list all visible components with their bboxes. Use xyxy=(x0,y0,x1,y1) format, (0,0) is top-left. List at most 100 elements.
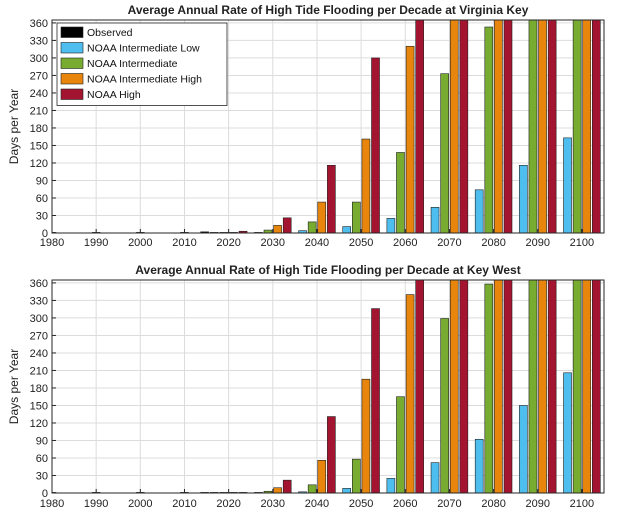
x-tick-label: 2040 xyxy=(305,498,329,510)
bar-noaa-intermediate-high-2030 xyxy=(273,487,282,493)
y-tick-label: 270 xyxy=(30,330,48,342)
y-tick-label: 30 xyxy=(36,210,48,222)
bars-group xyxy=(52,20,601,233)
legend-label: NOAA High xyxy=(87,89,141,101)
bar-noaa-intermediate-2060 xyxy=(396,396,405,493)
y-tick-label: 0 xyxy=(42,228,48,240)
legend-label: NOAA Intermediate xyxy=(87,58,178,70)
bar-noaa-high-2050 xyxy=(371,57,380,233)
bar-noaa-intermediate-high-2090 xyxy=(538,20,547,233)
legend-box xyxy=(56,22,228,106)
legend-swatch xyxy=(60,88,84,100)
chart-title: Average Annual Rate of High Tide Floodin… xyxy=(128,3,529,17)
bar-noaa-intermediate-high-2040 xyxy=(317,201,327,233)
bar-noaa-intermediate-2040 xyxy=(307,221,317,233)
x-tick-label: 2020 xyxy=(216,498,240,510)
bar-noaa-intermediate-low-2080 xyxy=(474,189,484,233)
bar-noaa-intermediate-2090 xyxy=(528,280,538,493)
y-tick-label: 180 xyxy=(30,383,48,395)
y-tick-label: 360 xyxy=(30,18,48,30)
bar-noaa-intermediate-high-2050 xyxy=(361,138,371,233)
y-tick-label: 210 xyxy=(30,105,48,117)
bar-noaa-intermediate-high-2030 xyxy=(273,225,282,233)
bars-group xyxy=(52,280,601,493)
x-tick-label: 2090 xyxy=(526,498,550,510)
bar-noaa-high-2060 xyxy=(415,280,424,493)
x-tick-label: 2050 xyxy=(349,237,373,249)
bar-noaa-intermediate-low-2040 xyxy=(298,230,307,233)
x-tick-label: 2040 xyxy=(305,237,329,249)
legend: Observed NOAA Intermediate Low NOAA Interm… xyxy=(56,22,228,106)
y-tick-label: 120 xyxy=(30,418,48,430)
bar-noaa-high-2060 xyxy=(415,20,424,233)
y-tick-label: 150 xyxy=(30,140,48,152)
y-tick-label: 300 xyxy=(30,53,48,65)
bar-noaa-intermediate-low-2090 xyxy=(519,165,528,233)
y-axis-label: Days per Year xyxy=(7,349,21,424)
bar-noaa-high-2040 xyxy=(327,165,336,233)
chart-title: Average Annual Rate of High Tide Floodin… xyxy=(135,263,520,277)
x-tick-label: 2010 xyxy=(172,498,196,510)
axes-box xyxy=(51,19,605,234)
x-tick-label: 2000 xyxy=(128,498,152,510)
bar-noaa-intermediate-2070 xyxy=(440,73,449,233)
x-tick-label: 2070 xyxy=(437,498,461,510)
y-tick-label: 180 xyxy=(30,123,48,135)
legend-label: NOAA Intermediate High xyxy=(87,74,202,86)
bar-noaa-intermediate-2040 xyxy=(307,484,317,493)
axes-box xyxy=(51,279,605,494)
y-tick-label: 90 xyxy=(36,435,48,447)
y-tick-label: 120 xyxy=(30,158,48,170)
bar-noaa-intermediate-high-2060 xyxy=(405,294,415,493)
bar-noaa-intermediate-high-2080 xyxy=(494,20,503,233)
x-tick-label: 2030 xyxy=(261,498,285,510)
legend-label: Observed xyxy=(87,27,133,39)
bar-noaa-intermediate-2080 xyxy=(484,283,494,493)
x-tick-label: 1980 xyxy=(40,237,64,249)
bar-noaa-intermediate-high-2100 xyxy=(582,20,592,233)
bar-noaa-high-2070 xyxy=(459,20,469,233)
bar-noaa-high-2070 xyxy=(459,280,469,493)
chart-panel-1: 0 30 60 90 120 150 180 210 240 270 300 330 360 1980 19… xyxy=(7,3,605,249)
bar-noaa-intermediate-2050 xyxy=(352,458,361,493)
bar-noaa-intermediate-2100 xyxy=(572,280,582,493)
y-tick-label: 240 xyxy=(30,88,48,100)
y-tick-label: 0 xyxy=(42,488,48,500)
y-tick-label: 330 xyxy=(30,35,48,47)
y-tick-label: 270 xyxy=(30,70,48,82)
bar-noaa-intermediate-low-2100 xyxy=(563,137,572,233)
bar-noaa-intermediate-2060 xyxy=(396,152,405,233)
bar-noaa-high-2100 xyxy=(592,280,601,493)
y-tick-label: 210 xyxy=(30,365,48,377)
bar-noaa-intermediate-high-2070 xyxy=(449,280,459,493)
bar-noaa-high-2090 xyxy=(547,280,557,493)
bar-noaa-high-2080 xyxy=(503,20,513,233)
bar-noaa-high-2100 xyxy=(592,20,601,233)
bar-noaa-high-2040 xyxy=(327,416,336,493)
y-tick-label: 30 xyxy=(36,470,48,482)
bar-noaa-intermediate-2030 xyxy=(263,229,273,233)
bar-noaa-intermediate-2050 xyxy=(352,201,361,233)
bar-noaa-high-2030 xyxy=(282,479,292,493)
bar-noaa-intermediate-high-2050 xyxy=(361,378,371,493)
bar-noaa-high-2030 xyxy=(282,217,292,233)
bar-noaa-intermediate-low-2050 xyxy=(342,488,352,493)
x-tick-label: 2020 xyxy=(216,237,240,249)
bar-noaa-intermediate-low-2070 xyxy=(430,207,440,233)
y-tick-label: 300 xyxy=(30,313,48,325)
x-tick-label: 2000 xyxy=(128,237,152,249)
legend-swatch xyxy=(60,73,84,85)
bar-noaa-intermediate-2100 xyxy=(572,20,582,233)
x-tick-label: 2060 xyxy=(393,498,417,510)
y-tick-label: 360 xyxy=(30,278,48,290)
y-axis-label: Days per Year xyxy=(7,89,21,164)
x-tick-label: 1980 xyxy=(40,498,64,510)
bar-noaa-intermediate-2070 xyxy=(440,318,449,493)
bar-noaa-intermediate-low-2040 xyxy=(298,491,307,493)
x-tick-label: 2100 xyxy=(570,498,594,510)
x-tick-label: 2050 xyxy=(349,498,373,510)
x-tick-label: 2010 xyxy=(172,237,196,249)
bar-noaa-intermediate-low-2050 xyxy=(342,226,352,233)
